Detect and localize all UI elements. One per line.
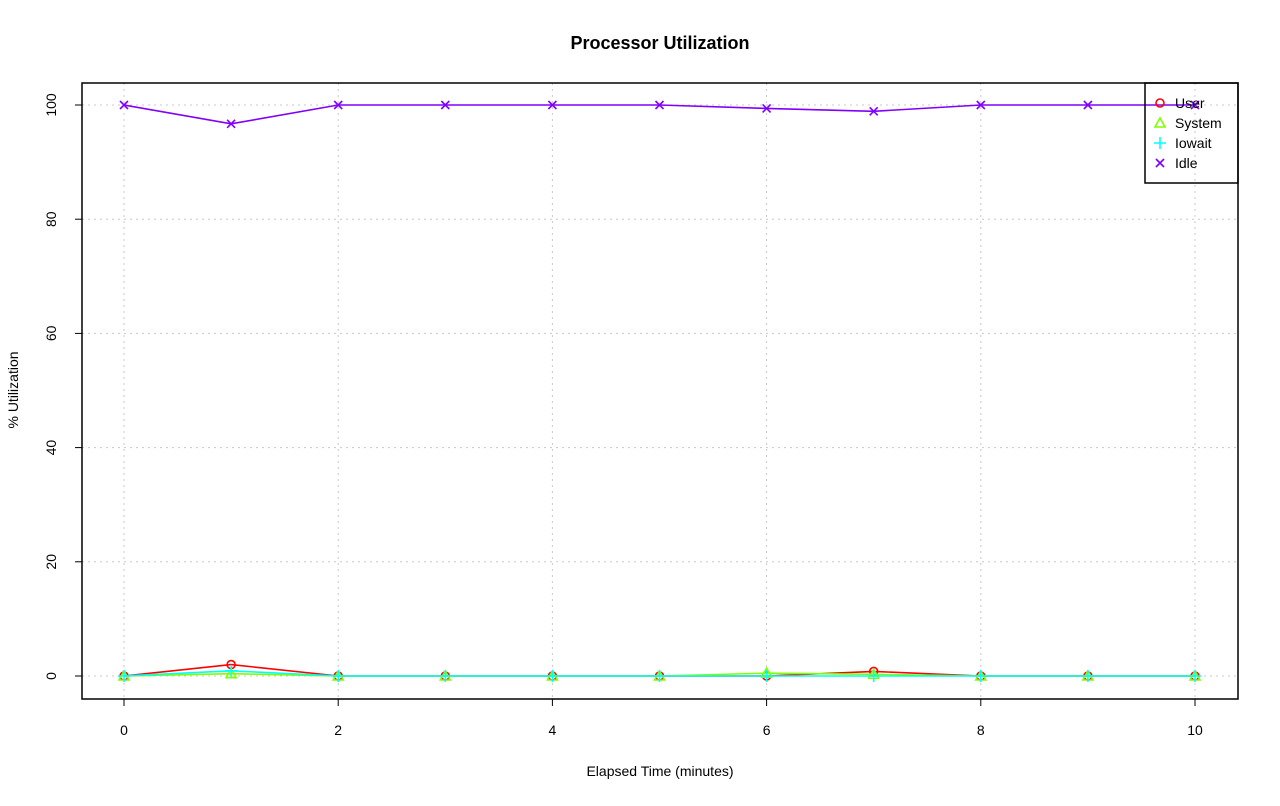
data-point-idle xyxy=(654,100,665,110)
y-axis-label: % Utilization xyxy=(5,351,21,428)
y-tick-label: 20 xyxy=(43,554,59,570)
plot-frame xyxy=(81,82,1239,700)
data-point-idle xyxy=(333,100,343,110)
data-point-idle xyxy=(976,100,986,110)
data-point-iowait xyxy=(653,670,666,682)
legend: User System Iowait Idle xyxy=(1144,82,1239,184)
legend-label-user: User xyxy=(1175,95,1205,111)
series-iowait xyxy=(118,664,1201,682)
legend-marker-iowait xyxy=(1154,137,1166,149)
series-idle xyxy=(119,100,1200,129)
legend-label-system: System xyxy=(1175,115,1222,131)
plot-area xyxy=(117,100,1202,682)
data-point-idle xyxy=(762,103,772,113)
data-point-iowait xyxy=(867,670,880,682)
grid xyxy=(82,83,1238,699)
x-tick-label: 10 xyxy=(1187,722,1203,738)
y-tick-label: 60 xyxy=(43,325,59,341)
legend-marker-system xyxy=(1153,116,1167,128)
legend-label-idle: Idle xyxy=(1175,155,1198,171)
y-tick-label: 40 xyxy=(43,440,59,456)
data-point-iowait xyxy=(1081,670,1094,682)
data-point-iowait xyxy=(760,670,773,682)
y-tick-label: 100 xyxy=(43,93,59,117)
x-tick-label: 0 xyxy=(120,722,128,738)
x-tick-label: 2 xyxy=(334,722,342,738)
x-axis-label: Elapsed Time (minutes) xyxy=(586,763,733,779)
y-tick-label: 0 xyxy=(43,672,59,680)
chart-title: Processor Utilization xyxy=(570,33,749,53)
data-point-idle xyxy=(119,100,129,110)
data-point-idle xyxy=(547,100,557,110)
y-tick-label: 80 xyxy=(43,211,59,227)
data-point-idle xyxy=(1190,100,1200,110)
data-point-iowait xyxy=(225,664,238,677)
legend-label-iowait: Iowait xyxy=(1175,135,1212,151)
legend-marker-idle xyxy=(1155,158,1165,168)
x-tick-label: 6 xyxy=(763,722,771,738)
data-point-iowait xyxy=(332,670,345,682)
data-point-idle xyxy=(440,100,450,110)
data-point-idle xyxy=(1083,100,1093,110)
data-point-system xyxy=(224,667,238,679)
x-tick-label: 4 xyxy=(549,722,557,738)
data-point-iowait xyxy=(546,670,559,682)
legend-marker-user xyxy=(1155,98,1165,108)
data-point-iowait xyxy=(1189,670,1201,682)
data-point-idle xyxy=(869,106,879,116)
x-tick-label: 8 xyxy=(977,722,985,738)
legend-box xyxy=(1144,82,1239,184)
data-point-iowait xyxy=(439,670,452,682)
data-point-iowait xyxy=(974,670,987,682)
data-point-iowait xyxy=(118,670,130,682)
series-line-idle xyxy=(123,104,1195,125)
data-point-idle xyxy=(226,119,236,129)
